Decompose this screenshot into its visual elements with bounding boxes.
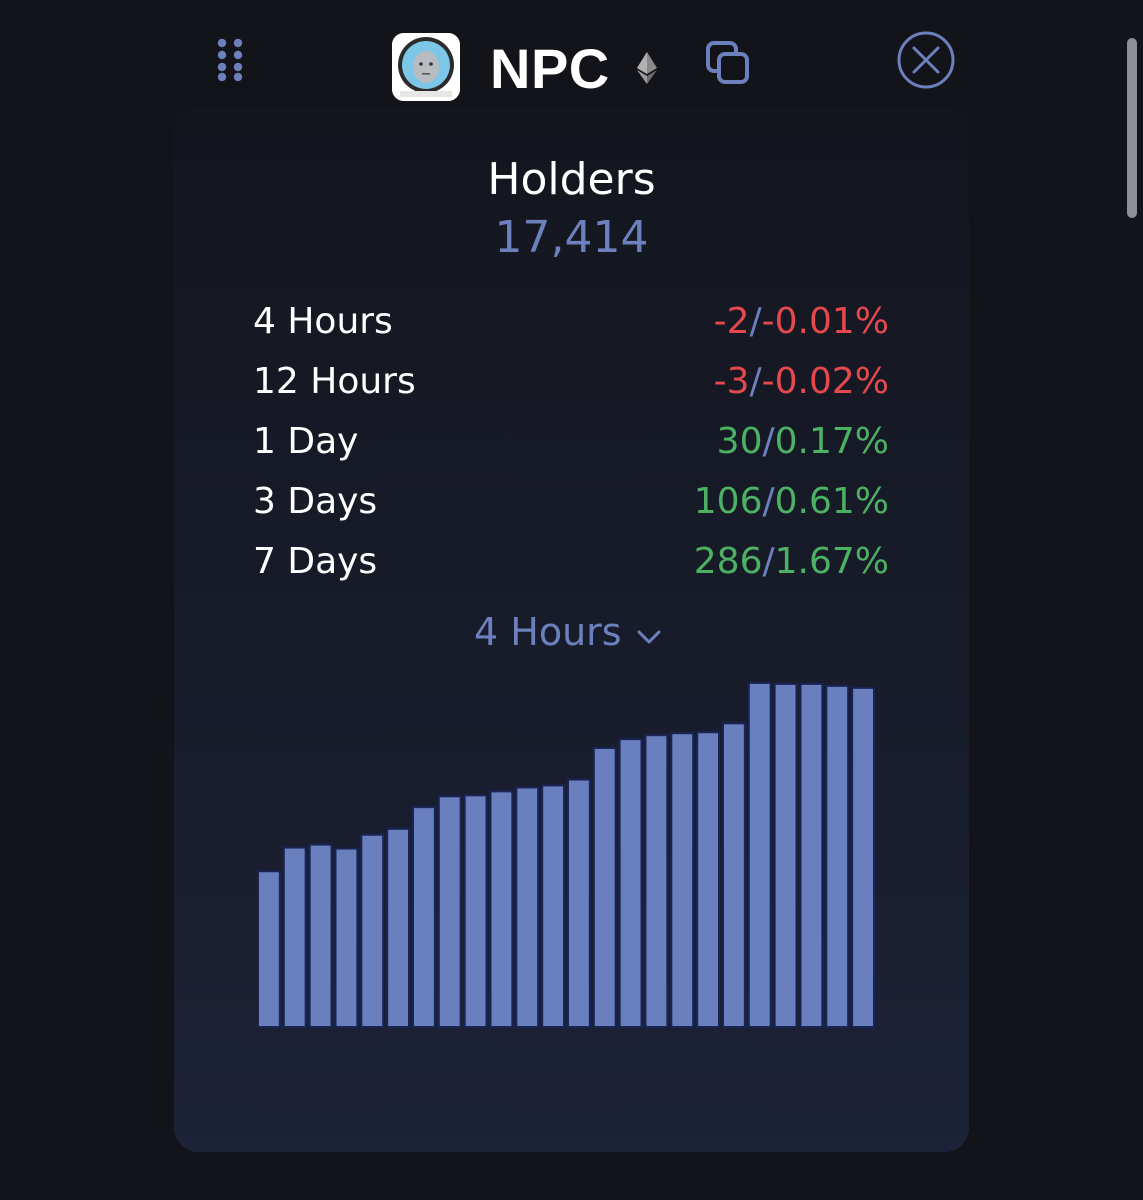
scrollbar[interactable] — [1127, 38, 1137, 218]
period-dropdown[interactable]: 4 Hours — [474, 606, 662, 658]
stat-label: 3 Days — [253, 481, 378, 522]
holder-change-table: 4 Hours -2/-0.01% 12 Hours -3/-0.02% 1 D… — [253, 296, 889, 596]
stat-value: -3/-0.02% — [714, 356, 889, 408]
holders-title: Holders — [487, 154, 656, 205]
chart-bar[interactable] — [308, 843, 333, 1028]
close-icon[interactable] — [896, 30, 956, 90]
stat-separator: / — [762, 421, 775, 462]
stat-label: 12 Hours — [253, 361, 416, 402]
chart-bar[interactable] — [386, 827, 410, 1028]
chart-bar[interactable] — [463, 794, 488, 1028]
chart-bar[interactable] — [722, 722, 746, 1028]
chart-bar[interactable] — [257, 870, 281, 1028]
chart-bar[interactable] — [799, 682, 824, 1028]
chart-bar[interactable] — [747, 681, 772, 1028]
chart-bar[interactable] — [670, 732, 695, 1028]
chevron-down-icon — [636, 606, 662, 658]
copy-icon[interactable] — [704, 40, 752, 86]
stat-percent: -0.01% — [761, 301, 889, 342]
stat-change: 106 — [693, 481, 763, 522]
stat-change: -2 — [713, 301, 750, 342]
token-symbol: NPC — [490, 37, 610, 100]
stat-separator: / — [749, 301, 762, 342]
stat-label: 1 Day — [253, 421, 359, 462]
stat-row-12-hours: 12 Hours -3/-0.02% — [253, 356, 889, 416]
chart-bar[interactable] — [592, 746, 617, 1028]
stat-label: 7 Days — [253, 541, 378, 582]
stat-percent: -0.02% — [761, 361, 889, 402]
stat-value: -2/-0.01% — [714, 296, 889, 348]
ethereum-icon — [636, 52, 658, 84]
chart-bar[interactable] — [851, 686, 875, 1028]
chart-bar[interactable] — [825, 684, 850, 1028]
token-logo — [392, 33, 460, 101]
chart-bar[interactable] — [282, 846, 307, 1028]
stat-value: 30/0.17% — [717, 416, 889, 468]
drag-handle-icon[interactable] — [216, 38, 244, 82]
chart-bar[interactable] — [618, 738, 643, 1028]
stat-label: 4 Hours — [253, 301, 393, 342]
stat-change: -3 — [713, 361, 750, 402]
chart-bar[interactable] — [567, 778, 591, 1028]
chart-bar[interactable] — [489, 790, 514, 1028]
stat-percent: 0.17% — [774, 421, 889, 462]
stat-change: 286 — [693, 541, 763, 582]
scrollbar-thumb[interactable] — [1127, 38, 1137, 218]
chart-bar[interactable] — [696, 731, 721, 1028]
stat-row-3-days: 3 Days 106/0.61% — [253, 476, 889, 536]
stat-percent: 0.61% — [774, 481, 889, 522]
chart-bar[interactable] — [334, 847, 359, 1028]
chart-bar[interactable] — [412, 806, 436, 1028]
stat-row-7-days: 7 Days 286/1.67% — [253, 536, 889, 596]
holders-count: 17,414 — [494, 212, 649, 263]
stat-separator: / — [762, 541, 775, 582]
stat-value: 106/0.61% — [694, 476, 889, 528]
stat-change: 30 — [716, 421, 763, 462]
holders-bar-chart — [257, 681, 875, 1028]
stat-separator: / — [762, 481, 775, 522]
stat-row-4-hours: 4 Hours -2/-0.01% — [253, 296, 889, 356]
chart-bar[interactable] — [515, 786, 540, 1028]
stat-row-1-day: 1 Day 30/0.17% — [253, 416, 889, 476]
chart-bar[interactable] — [644, 734, 669, 1028]
chart-bar[interactable] — [437, 795, 462, 1028]
stat-value: 286/1.67% — [694, 536, 889, 588]
period-dropdown-value: 4 Hours — [474, 610, 622, 654]
chart-bar[interactable] — [773, 682, 798, 1028]
chart-bar[interactable] — [541, 784, 566, 1028]
stat-percent: 1.67% — [774, 541, 889, 582]
stat-separator: / — [749, 361, 762, 402]
chart-bar[interactable] — [360, 833, 385, 1028]
